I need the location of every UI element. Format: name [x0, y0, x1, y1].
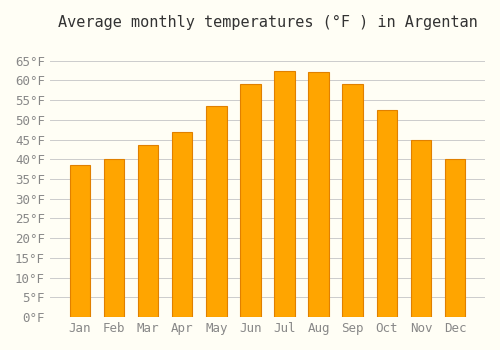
- Title: Average monthly temperatures (°F ) in Argentan: Average monthly temperatures (°F ) in Ar…: [58, 15, 478, 30]
- Bar: [172, 132, 193, 317]
- Bar: [274, 70, 294, 317]
- Bar: [240, 84, 260, 317]
- Bar: [206, 106, 227, 317]
- Bar: [376, 110, 397, 317]
- Bar: [70, 165, 90, 317]
- Bar: [104, 159, 124, 317]
- Bar: [445, 159, 465, 317]
- Bar: [410, 140, 431, 317]
- Bar: [308, 72, 329, 317]
- Bar: [138, 146, 158, 317]
- Bar: [342, 84, 363, 317]
